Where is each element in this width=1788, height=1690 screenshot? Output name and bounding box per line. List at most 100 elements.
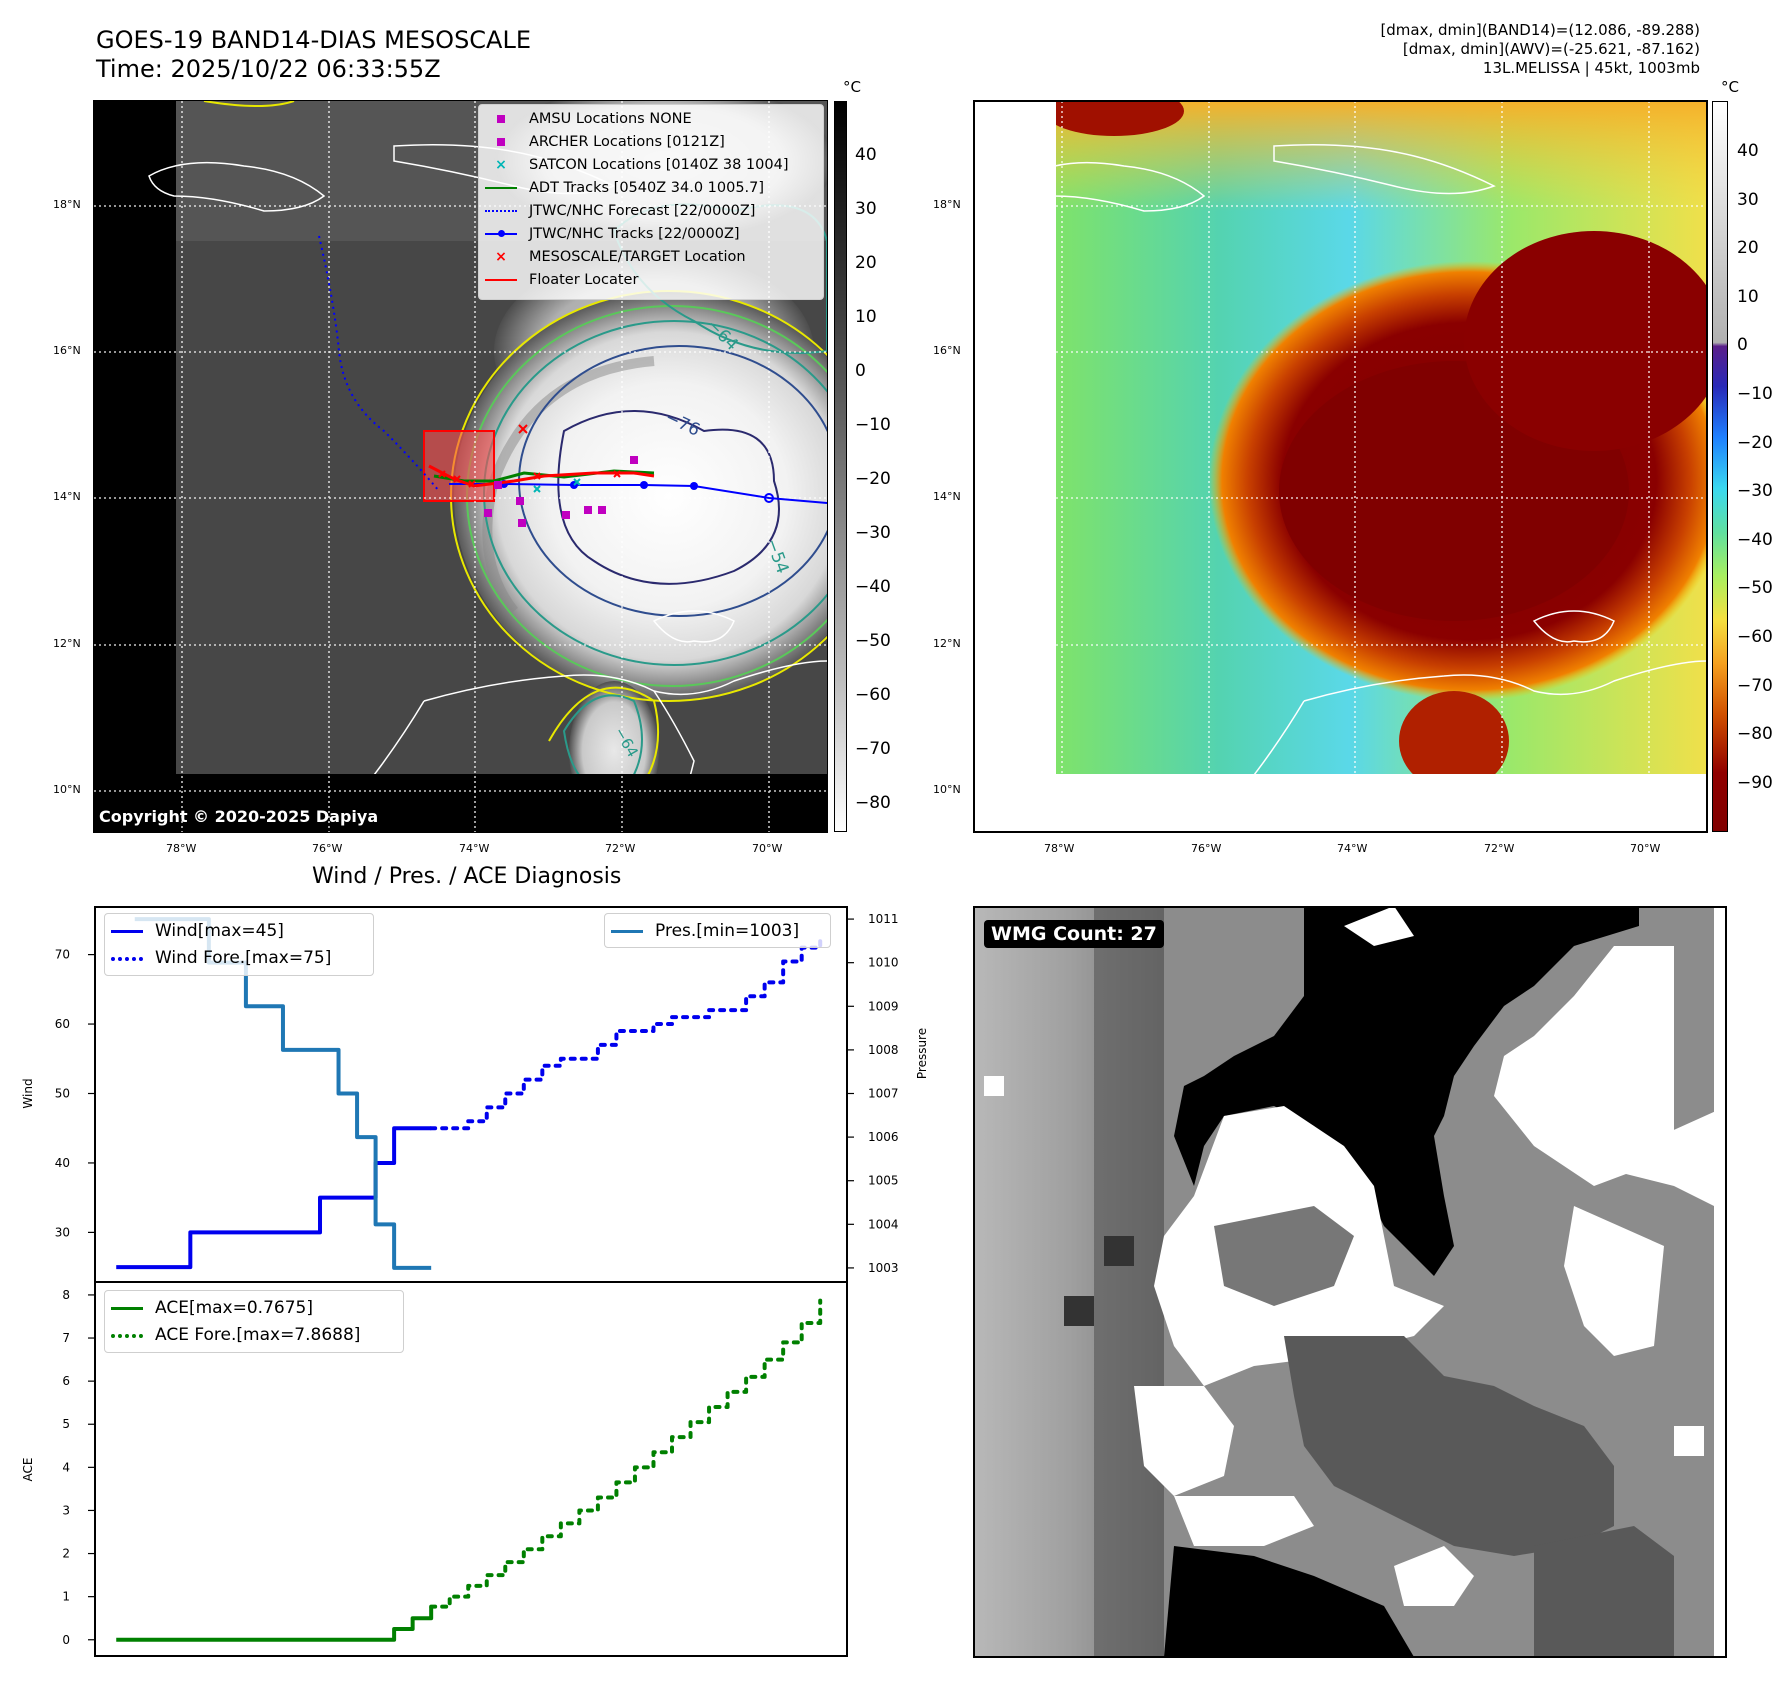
lon-label: 78°W (166, 842, 197, 855)
y-tick-label: 4 (62, 1460, 70, 1474)
lat-label: 14°N (53, 490, 81, 503)
lon-label: 76°W (312, 842, 343, 855)
legend-forecast: JTWC/NHC Forecast [22/0000Z] (479, 200, 755, 222)
series-windline (116, 1126, 432, 1270)
right-colorbar-tick-label: −20 (1737, 432, 1773, 453)
y-axis-label: Wind (21, 1078, 35, 1108)
right-colorbar-tick-label: −40 (1737, 529, 1773, 550)
y2-tick-label: 1010 (868, 956, 899, 970)
wmg-frame (973, 906, 1727, 1658)
legend-satcon-label: SATCON Locations [0140Z 38 1004] (529, 157, 789, 173)
lon-label: 74°W (1337, 842, 1368, 855)
left-colorbar-tick-label: 40 (855, 145, 877, 165)
right-colorbar-tick-label: −90 (1737, 772, 1773, 793)
legend-pres: Pres.[min=1003] (605, 920, 799, 942)
wmg-imagery (974, 906, 1727, 1657)
y-tick-label: 3 (62, 1503, 70, 1517)
right-colorbar-tick-label: 0 (1737, 335, 1748, 356)
y2-tick-label: 1005 (868, 1174, 899, 1188)
left-colorbar-tick-label: 0 (855, 361, 866, 381)
wind-legend: Wind[max=45] Wind Fore.[max=75] (104, 913, 374, 976)
lat-label: 18°N (53, 198, 81, 211)
right-colorbar-tick-label: −10 (1737, 384, 1773, 404)
right-colorbar-tick-label: −60 (1737, 627, 1773, 647)
legend-wind-fore: Wind Fore.[max=75] (105, 947, 331, 969)
y-tick-label: 40 (55, 1156, 70, 1170)
left-colorbar-tick-label: 30 (855, 199, 877, 219)
left-colorbar-tick-label: 10 (855, 307, 877, 327)
y-axis-label: ACE (21, 1458, 35, 1482)
map-legend: AMSU Locations NONE ARCHER Locations [01… (478, 104, 824, 300)
awv-imagery (974, 101, 1707, 832)
right-colorbar-tick-label: −70 (1737, 675, 1773, 696)
legend-pres-label: Pres.[min=1003] (655, 921, 800, 941)
storm-info: 13L.MELISSA | 45kt, 1003mb (1482, 59, 1700, 77)
y-tick-label: 50 (55, 1087, 70, 1101)
copyright-text: Copyright © 2020-2025 Dapiya (99, 807, 379, 826)
lat-label: 10°N (933, 783, 961, 796)
lat-label: 12°N (933, 637, 961, 650)
diagnosis-divider (94, 1281, 848, 1283)
lat-label: 10°N (53, 783, 81, 796)
y-tick-label: 60 (55, 1017, 70, 1031)
legend-tracks: JTWC/NHC Tracks [22/0000Z] (479, 223, 740, 245)
wmg-count-badge: WMG Count: 27 (984, 920, 1164, 948)
y2-tick-label: 1008 (868, 1043, 899, 1057)
y2-tick-label: 1011 (868, 912, 899, 926)
y-tick-label: 7 (62, 1331, 70, 1345)
lat-label: 16°N (53, 344, 81, 357)
lon-label: 78°W (1044, 842, 1075, 855)
y2-tick-label: 1003 (868, 1261, 899, 1275)
y2-tick-label: 1006 (868, 1130, 899, 1144)
lon-label: 72°W (1484, 842, 1515, 855)
legend-target: × MESOSCALE/TARGET Location (495, 249, 746, 265)
legend-amsu-label: AMSU Locations NONE (529, 111, 692, 127)
left-colorbar-tick-label: −20 (855, 469, 891, 489)
lat-label: 14°N (933, 490, 961, 503)
ace-chart: 0 1 2 3 4 5 6 7 8 ACE (21, 1288, 823, 1647)
series-aceline (116, 1606, 434, 1642)
right-colorbar-tick-label: −80 (1737, 724, 1773, 745)
right-colorbar-tick-label: 20 (1737, 238, 1759, 259)
y-tick-label: 5 (62, 1417, 70, 1431)
legend-wind: Wind[max=45] (105, 920, 284, 942)
legend-archer-label: ARCHER Locations [0121Z] (529, 134, 725, 150)
legend-forecast-label: JTWC/NHC Forecast [22/0000Z] (529, 203, 756, 219)
legend-satcon: × SATCON Locations [0140Z 38 1004] (495, 157, 789, 173)
lon-label: 74°W (459, 842, 490, 855)
left-colorbar-tick-label: −60 (855, 685, 891, 705)
diagnosis-title: Wind / Pres. / ACE Diagnosis (312, 864, 622, 889)
lon-label: 72°W (605, 842, 636, 855)
legend-archer: ARCHER Locations [0121Z] (479, 131, 725, 153)
lon-label: 70°W (1630, 842, 1661, 855)
wmg-panel: WMG Count: 27 (974, 906, 1727, 1657)
lat-label: 18°N (933, 198, 961, 211)
right-colorbar-tick-label: −30 (1737, 481, 1773, 502)
left-colorbar-tick-label: −10 (855, 415, 891, 435)
chart-title: GOES-19 BAND14-DIAS MESOSCALE (96, 26, 532, 54)
y2-tick-label: 1009 (868, 999, 899, 1013)
y-tick-label: 30 (55, 1225, 70, 1239)
y2-tick-label: 1007 (868, 1087, 899, 1101)
legend-adt: ADT Tracks [0540Z 34.0 1005.7] (479, 177, 764, 199)
lon-label: 76°W (1191, 842, 1222, 855)
legend-ace-fore: ACE Fore.[max=7.8688] (105, 1324, 360, 1346)
right-colorbar-tick-label: −50 (1737, 578, 1773, 599)
legend-amsu: AMSU Locations NONE (479, 108, 692, 130)
legend-floater: Floater Locater (479, 269, 638, 291)
awv-map-frame (973, 100, 1708, 833)
awv-map (974, 101, 1707, 832)
y-tick-label: 6 (62, 1374, 70, 1388)
lat-label: 12°N (53, 637, 81, 650)
chart-time: Time: 2025/10/22 06:33:55Z (96, 55, 441, 83)
left-colorbar-tick-label: −50 (855, 631, 891, 651)
legend-ace-fore-label: ACE Fore.[max=7.8688] (155, 1325, 361, 1345)
left-colorbar (834, 101, 847, 832)
awv-range: [dmax, dmin](AWV)=(-25.621, -87.162) (1402, 40, 1700, 58)
right-colorbar-tick-label: 30 (1737, 189, 1759, 210)
left-colorbar-tick-label: −40 (855, 577, 891, 597)
y2-tick-label: 1004 (868, 1217, 899, 1231)
legend-target-label: MESOSCALE/TARGET Location (529, 249, 746, 265)
left-colorbar-tick-label: 20 (855, 253, 877, 273)
band14-range: [dmax, dmin](BAND14)=(12.086, -89.288) (1380, 21, 1700, 39)
